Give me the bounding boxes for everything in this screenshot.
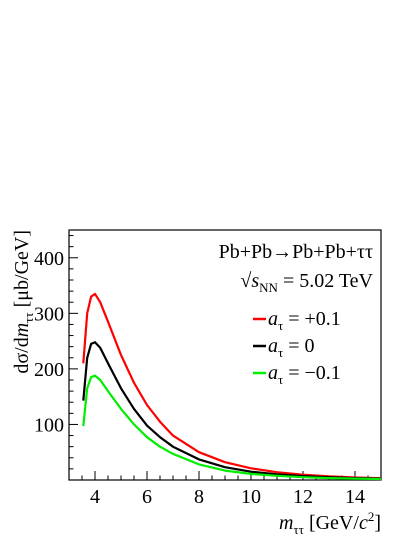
legend-label-1: aτ = 0 bbox=[268, 335, 315, 360]
y-tick-label: 200 bbox=[34, 359, 64, 381]
series-line-0 bbox=[82, 292, 382, 480]
curves bbox=[82, 292, 382, 481]
y-axis-title: dσ/dmττ [μb/GeV] bbox=[11, 230, 36, 374]
y-axis-ticks: 100 200 300 400 bbox=[34, 235, 78, 481]
y-tick-label: 400 bbox=[34, 248, 64, 270]
y-tick-label: 100 bbox=[34, 414, 64, 436]
legend-label-0: aτ = +0.1 bbox=[268, 308, 341, 333]
x-tick-label: 10 bbox=[241, 486, 261, 508]
x-axis-title: mττ [GeV/c2] bbox=[279, 509, 381, 537]
x-tick-label: 12 bbox=[293, 486, 313, 508]
y-tick-label: 300 bbox=[34, 303, 64, 325]
plot-frame bbox=[68, 229, 382, 481]
energy-annotation: √sNN = 5.02 TeV bbox=[240, 270, 373, 295]
x-axis-ticks: 4 6 8 10 12 14 bbox=[68, 471, 382, 508]
x-tick-label: 6 bbox=[142, 486, 152, 508]
series-line-2 bbox=[82, 374, 382, 481]
legend: aτ = +0.1aτ = 0aτ = −0.1 bbox=[253, 308, 341, 387]
legend-label-2: aτ = −0.1 bbox=[268, 362, 341, 387]
x-tick-label: 14 bbox=[345, 486, 365, 508]
x-tick-label: 8 bbox=[194, 486, 204, 508]
process-annotation: Pb+Pb→Pb+Pb+ττ bbox=[219, 241, 373, 263]
x-tick-label: 4 bbox=[90, 486, 100, 508]
